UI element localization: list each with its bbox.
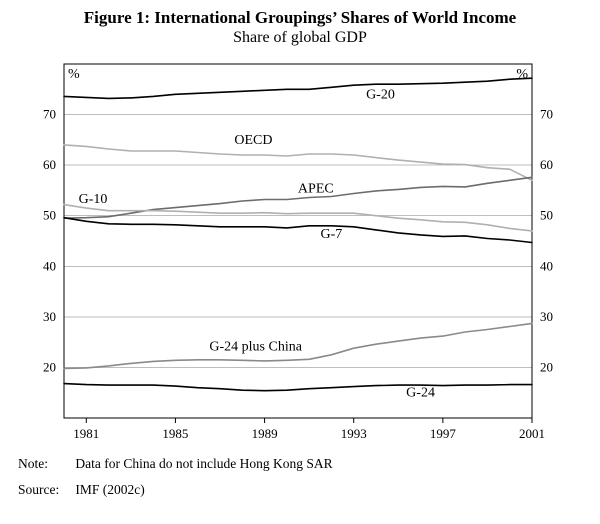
svg-text:2001: 2001 — [519, 426, 545, 441]
svg-text:60: 60 — [43, 157, 56, 172]
svg-text:G-24: G-24 — [406, 385, 435, 400]
svg-text:%: % — [68, 67, 80, 82]
svg-text:30: 30 — [540, 308, 553, 323]
figure-source: Source: IMF (2002c) — [18, 482, 582, 499]
source-text: IMF (2002c) — [75, 482, 144, 497]
note-label: Note: — [18, 456, 72, 473]
line-chart: 20 20 30 30 40 40 50 50 60 60 70 70%% 1981 1985 1989 19… — [18, 56, 578, 446]
svg-text:50: 50 — [43, 207, 56, 222]
svg-text:50: 50 — [540, 207, 553, 222]
figure-title: Figure 1: International Groupings’ Share… — [18, 8, 582, 28]
svg-text:60: 60 — [540, 157, 553, 172]
svg-text:1981: 1981 — [73, 426, 99, 441]
svg-text:70: 70 — [43, 106, 56, 121]
svg-text:G-10: G-10 — [79, 192, 108, 207]
svg-text:%: % — [516, 67, 528, 82]
svg-text:G-24 plus China: G-24 plus China — [209, 339, 302, 354]
svg-text:30: 30 — [43, 308, 56, 323]
svg-text:20: 20 — [540, 359, 553, 374]
svg-text:1993: 1993 — [341, 426, 367, 441]
svg-text:1997: 1997 — [430, 426, 457, 441]
svg-text:APEC: APEC — [298, 181, 334, 196]
svg-text:G-7: G-7 — [321, 227, 343, 242]
svg-text:40: 40 — [540, 258, 553, 273]
svg-text:G-20: G-20 — [366, 87, 395, 102]
svg-text:OECD: OECD — [234, 132, 272, 147]
note-text: Data for China do not include Hong Kong … — [75, 456, 332, 471]
svg-text:1989: 1989 — [252, 426, 278, 441]
figure-container: Figure 1: International Groupings’ Share… — [0, 0, 600, 524]
chart-area: 20 20 30 30 40 40 50 50 60 60 70 70%% 1981 1985 1989 19… — [18, 56, 582, 446]
svg-text:40: 40 — [43, 258, 56, 273]
figure-subtitle: Share of global GDP — [18, 28, 582, 47]
svg-text:1985: 1985 — [162, 426, 188, 441]
svg-text:70: 70 — [540, 106, 553, 121]
source-label: Source: — [18, 482, 72, 499]
svg-text:20: 20 — [43, 359, 56, 374]
figure-note: Note: Data for China do not include Hong… — [18, 456, 582, 473]
